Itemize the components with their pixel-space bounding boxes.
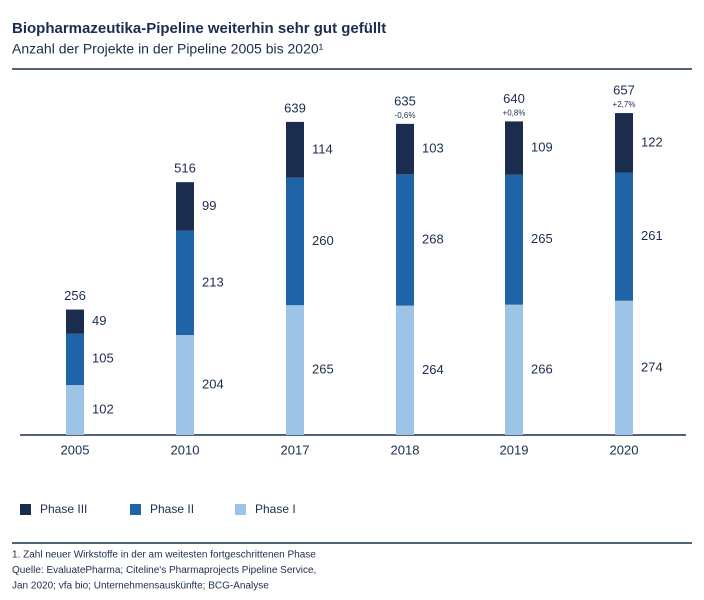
change-label: +2,7% (613, 100, 636, 109)
footnote: Quelle: EvaluatePharma; Citeline's Pharm… (12, 565, 316, 576)
legend-label: Phase I (255, 502, 296, 516)
chart-subtitle: Anzahl der Projekte in der Pipeline 2005… (12, 41, 324, 57)
bar-segment (176, 182, 194, 231)
bar-segment (615, 113, 633, 173)
total-label: 657 (613, 83, 635, 98)
total-label: 635 (394, 93, 416, 108)
value-label: 102 (92, 401, 114, 416)
value-label: 274 (641, 359, 663, 374)
value-label: 99 (202, 198, 216, 213)
x-tick-label: 2020 (610, 442, 639, 457)
change-label: +0,8% (503, 109, 526, 118)
value-label: 109 (531, 140, 553, 155)
value-label: 261 (641, 228, 663, 243)
bar-segment (505, 174, 523, 305)
footnote: 1. Zahl neuer Wirkstoffe in der am weite… (12, 550, 316, 561)
x-tick-label: 2017 (281, 442, 310, 457)
bar-segment (396, 305, 414, 435)
value-label: 122 (641, 134, 663, 149)
value-label: 268 (422, 231, 444, 246)
value-label: 49 (92, 313, 106, 328)
value-label: 213 (202, 274, 224, 289)
bar-segment (505, 304, 523, 435)
total-label: 639 (284, 100, 306, 115)
value-label: 264 (422, 362, 444, 377)
bar-segment (286, 177, 304, 306)
legend-swatch (235, 504, 246, 515)
value-label: 204 (202, 376, 224, 391)
bar-segment (286, 121, 304, 178)
x-tick-label: 2005 (61, 442, 90, 457)
total-label: 640 (503, 91, 525, 106)
bar-segment (66, 333, 84, 386)
legend-swatch (20, 504, 31, 515)
bar-segment (615, 300, 633, 435)
value-label: 105 (92, 351, 114, 366)
bar-segment (176, 335, 194, 435)
value-label: 260 (312, 233, 334, 248)
chart-title: Biopharmazeutika-Pipeline weiterhin sehr… (12, 20, 386, 37)
bar-segment (176, 230, 194, 336)
value-label: 114 (312, 141, 333, 156)
legend-swatch (130, 504, 141, 515)
value-label: 266 (531, 361, 553, 376)
bar-segment (66, 309, 84, 334)
legend-label: Phase II (150, 502, 194, 516)
bar-segment (396, 174, 414, 306)
x-tick-label: 2018 (391, 442, 420, 457)
x-tick-label: 2019 (500, 442, 529, 457)
value-label: 265 (531, 231, 553, 246)
value-label: 103 (422, 141, 444, 156)
change-label: -0,6% (395, 111, 416, 120)
bar-segment (66, 385, 84, 435)
bar-segment (396, 123, 414, 175)
total-label: 516 (174, 161, 196, 176)
total-label: 256 (64, 288, 86, 303)
bar-segment (615, 172, 633, 301)
legend-label: Phase III (40, 502, 87, 516)
value-label: 265 (312, 362, 334, 377)
footnote: Jan 2020; vfa bio; Unternehmensauskünfte… (12, 581, 269, 592)
bar-segment (505, 121, 523, 175)
x-tick-label: 2010 (171, 442, 200, 457)
bar-segment (286, 305, 304, 435)
